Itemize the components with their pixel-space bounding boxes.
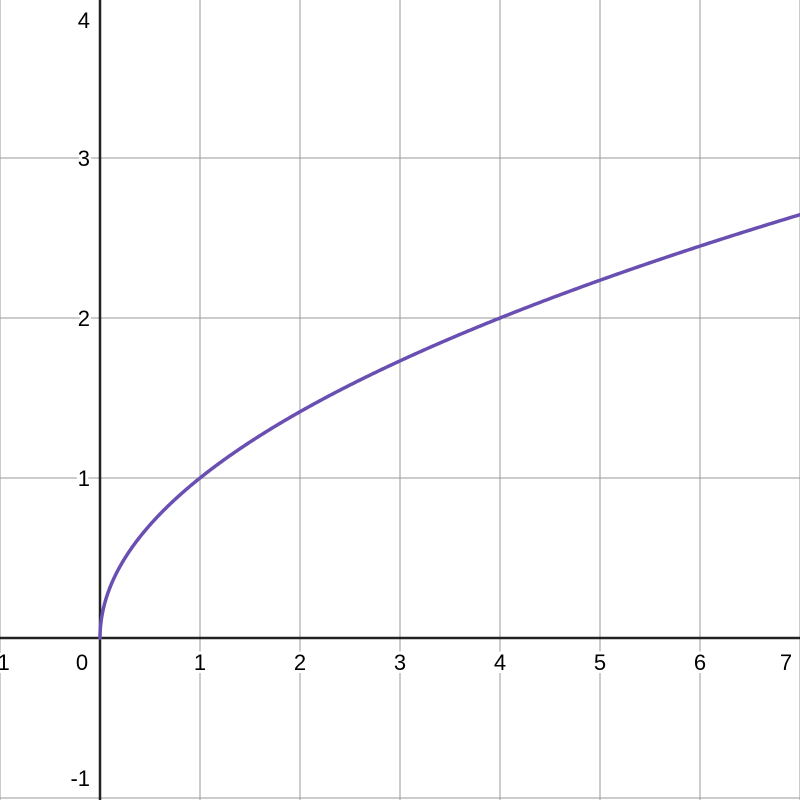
x-tick-label: 1 bbox=[194, 650, 206, 675]
x-tick-label: 5 bbox=[594, 650, 606, 675]
x-tick-label: 2 bbox=[294, 650, 306, 675]
y-tick-label: 3 bbox=[78, 146, 90, 171]
x-tick-label: 3 bbox=[394, 650, 406, 675]
x-tick-label: 4 bbox=[494, 650, 506, 675]
y-tick-label: 4 bbox=[78, 8, 90, 33]
sqrt-curve bbox=[98, 212, 800, 640]
x-tick-label: 7 bbox=[780, 650, 792, 675]
y-tick-label: 2 bbox=[78, 306, 90, 331]
y-tick-label: 1 bbox=[78, 466, 90, 491]
x-tick-label: 6 bbox=[694, 650, 706, 675]
x-tick-label: -1 bbox=[0, 650, 10, 675]
x-tick-label: 0 bbox=[76, 650, 88, 675]
y-tick-label: -1 bbox=[70, 766, 90, 791]
